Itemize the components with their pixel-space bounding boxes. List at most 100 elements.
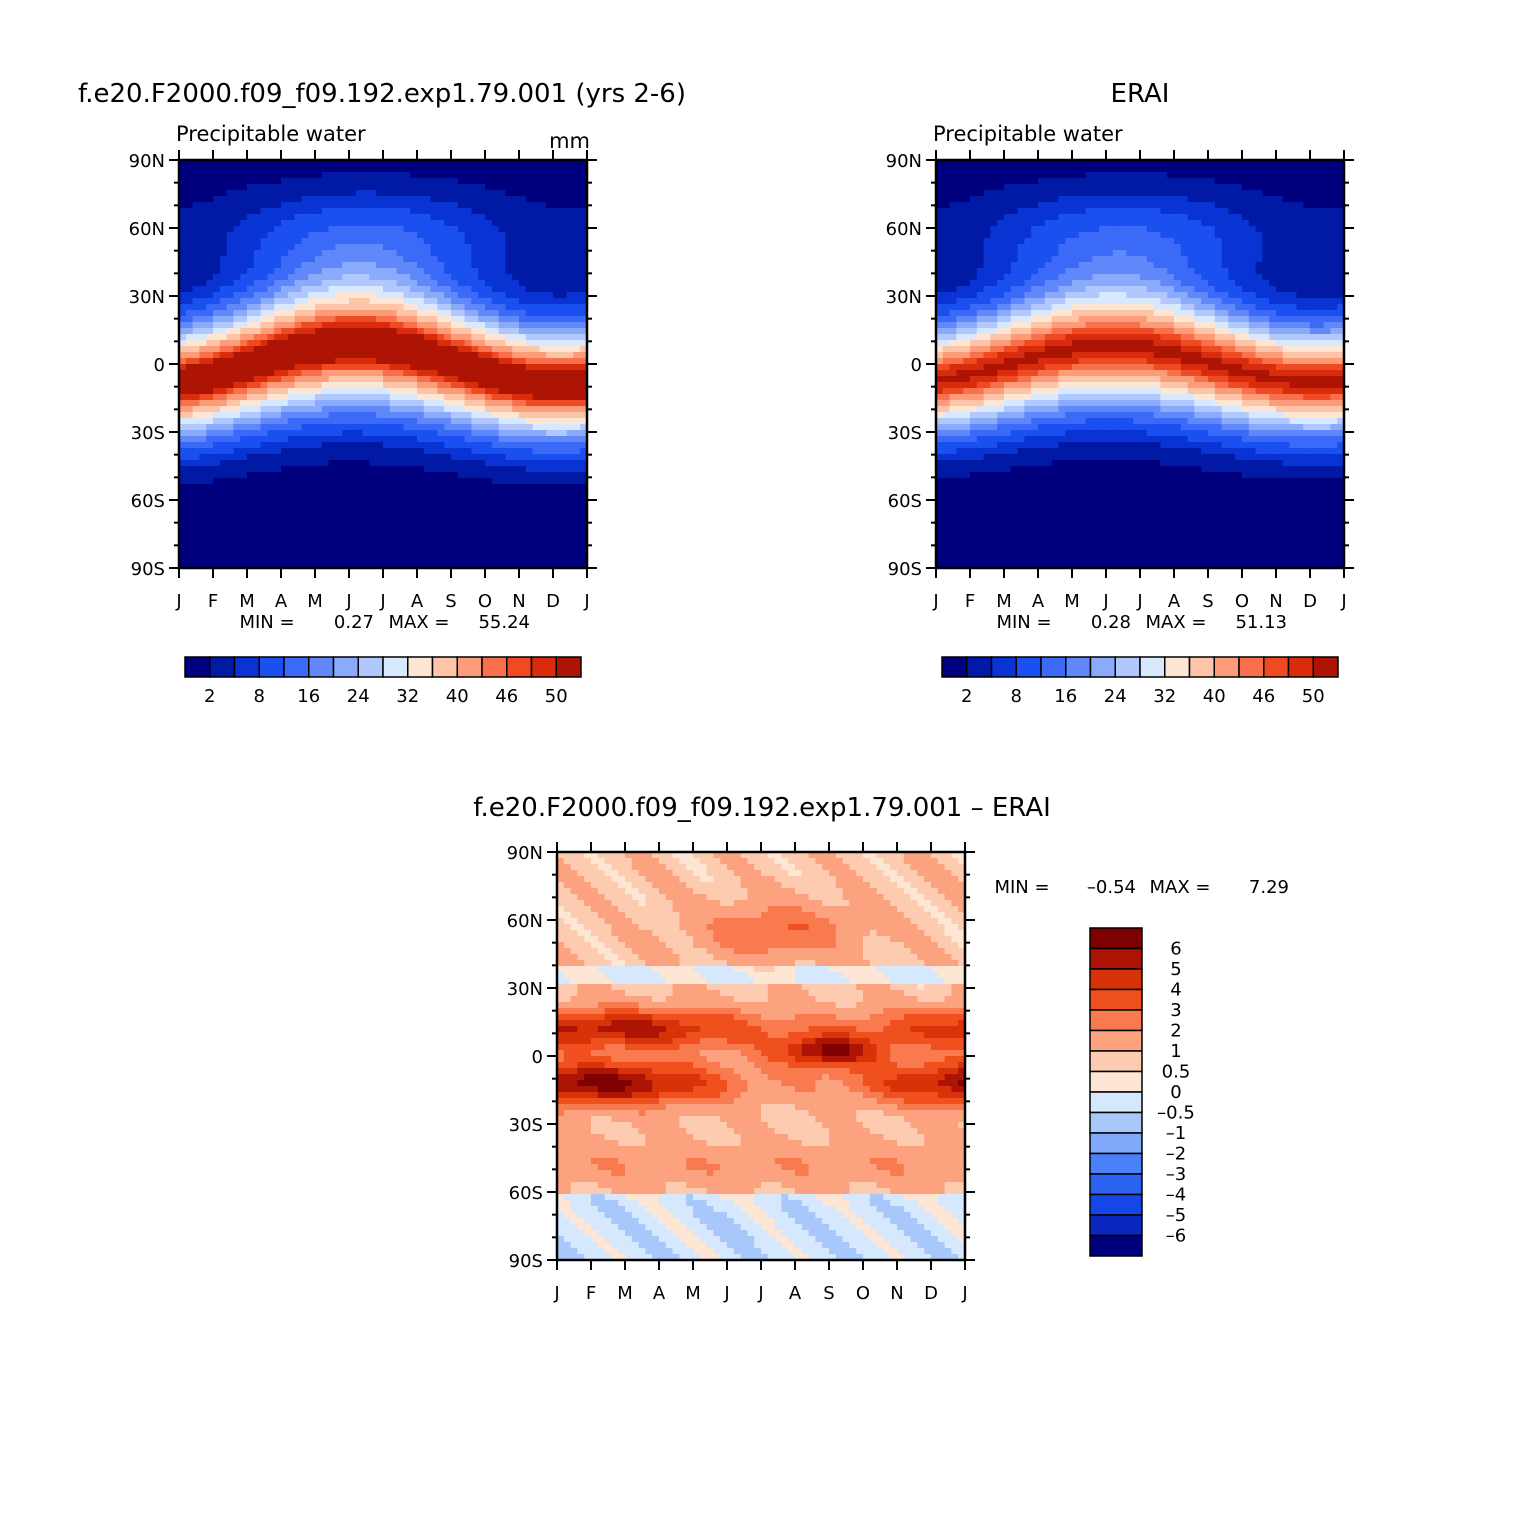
contour-cell xyxy=(342,508,350,515)
contour-cell xyxy=(491,556,500,563)
contour-cell xyxy=(335,226,343,233)
contour-cell xyxy=(491,304,500,311)
contour-cell xyxy=(1112,184,1121,191)
contour-cell xyxy=(512,334,520,341)
contour-cell xyxy=(342,310,350,317)
contour-cell xyxy=(451,268,459,275)
contour-cell xyxy=(342,562,350,569)
contour-cell xyxy=(478,460,486,467)
contour-cell xyxy=(192,160,200,167)
contour-cell xyxy=(410,400,418,407)
contour-cell xyxy=(335,292,343,299)
contour-cell xyxy=(315,196,323,203)
contour-cell xyxy=(335,250,343,257)
contour-cell xyxy=(1112,160,1121,167)
contour-cell xyxy=(301,442,309,449)
contour-cell xyxy=(491,424,500,431)
contour-cell xyxy=(990,202,998,209)
contour-cell xyxy=(1255,184,1263,191)
contour-cell xyxy=(464,460,472,467)
contour-cell xyxy=(321,316,330,323)
contour-cell xyxy=(383,358,391,365)
contour-cell xyxy=(389,376,398,383)
contour-cell xyxy=(342,274,350,281)
contour-cell xyxy=(274,262,282,269)
contour-cell xyxy=(199,316,207,323)
contour-cell xyxy=(444,514,452,521)
contour-cell xyxy=(532,478,540,485)
contour-cell xyxy=(396,400,404,407)
contour-cell xyxy=(970,226,978,233)
contour-cell xyxy=(267,292,275,299)
contour-cell xyxy=(553,382,561,389)
contour-cell xyxy=(219,490,228,497)
contour-cell xyxy=(444,532,452,539)
contour-cell xyxy=(315,190,323,197)
contour-cell xyxy=(1010,208,1019,215)
contour-cell xyxy=(936,184,944,191)
contour-cell xyxy=(328,292,336,299)
contour-cell xyxy=(417,274,425,281)
contour-cell xyxy=(1255,190,1263,197)
contour-cell xyxy=(566,562,574,569)
contour-cell xyxy=(253,256,262,263)
contour-cell xyxy=(349,340,357,347)
contour-cell xyxy=(498,400,506,407)
contour-cell xyxy=(1017,160,1025,167)
contour-cell xyxy=(308,418,316,425)
contour-cell xyxy=(321,382,330,389)
contour-cell xyxy=(451,316,459,323)
contour-cell xyxy=(369,328,377,335)
contour-cell xyxy=(471,514,479,521)
contour-cell xyxy=(328,424,336,431)
contour-cell xyxy=(294,472,302,479)
contour-cell xyxy=(1031,220,1039,227)
contour-cell xyxy=(396,286,404,293)
contour-cell xyxy=(403,214,411,221)
contour-cell xyxy=(525,496,534,503)
contour-cell xyxy=(553,310,561,317)
contour-cell xyxy=(1330,208,1338,215)
contour-cell xyxy=(990,196,998,203)
contour-cell xyxy=(219,190,228,197)
contour-cell xyxy=(308,508,316,515)
contour-cell xyxy=(199,406,207,413)
contour-cell xyxy=(342,244,350,251)
contour-cell xyxy=(308,322,316,329)
contour-cell xyxy=(1187,166,1195,173)
contour-cell xyxy=(498,532,506,539)
contour-cell xyxy=(179,214,187,221)
contour-cell xyxy=(294,262,302,269)
contour-cell xyxy=(213,286,221,293)
contour-cell xyxy=(525,190,534,197)
contour-cell xyxy=(267,424,275,431)
contour-cell xyxy=(1058,220,1066,227)
contour-cell xyxy=(1276,172,1284,179)
contour-cell xyxy=(464,514,472,521)
contour-cell xyxy=(478,490,486,497)
contour-cell xyxy=(464,346,472,353)
contour-cell xyxy=(559,490,568,497)
contour-cell xyxy=(1255,166,1263,173)
contour-cell xyxy=(1153,178,1161,185)
contour-cell xyxy=(321,508,330,515)
contour-cell xyxy=(369,448,377,455)
contour-cell xyxy=(1303,232,1311,239)
contour-cell xyxy=(247,412,255,419)
contour-cell xyxy=(519,286,527,293)
colorbar-box xyxy=(555,656,582,678)
contour-cell xyxy=(451,358,459,365)
contour-cell xyxy=(1208,226,1216,233)
contour-cell xyxy=(281,472,289,479)
model-max-value: 55.24 xyxy=(478,612,530,633)
contour-cell xyxy=(970,208,978,215)
contour-cell xyxy=(287,220,296,227)
contour-cell xyxy=(444,160,452,167)
contour-cell xyxy=(1330,226,1338,233)
contour-cell xyxy=(1004,184,1012,191)
contour-cell xyxy=(308,478,316,485)
contour-cell xyxy=(369,172,377,179)
contour-cell xyxy=(219,382,228,389)
contour-cell xyxy=(566,508,574,515)
contour-cell xyxy=(321,172,330,179)
